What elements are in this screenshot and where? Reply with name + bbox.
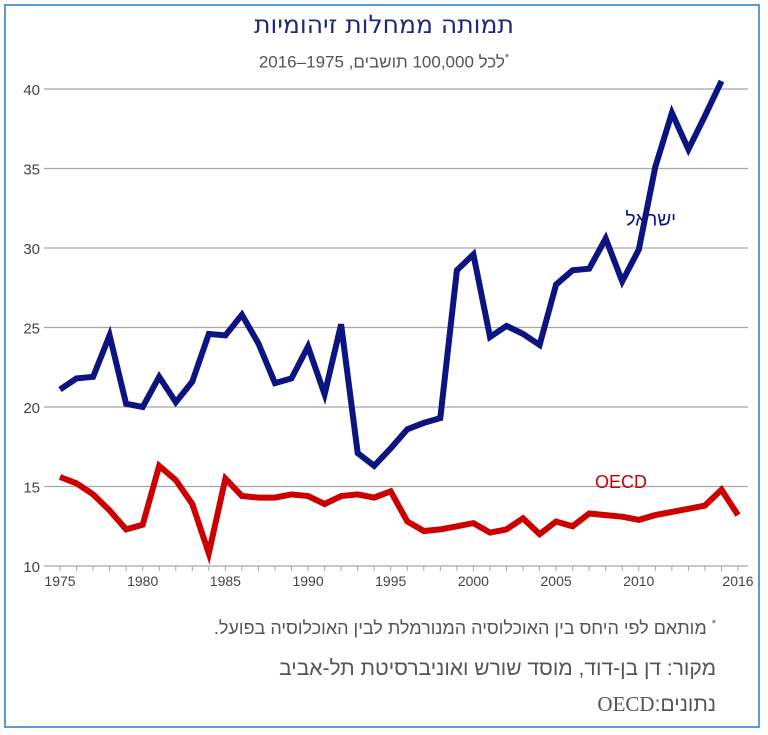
x-tick-label: 1980 [127,573,158,589]
x-tick-label: 1985 [210,573,241,589]
y-tick-label: 30 [23,241,40,258]
series-label-israel: ישראל [626,210,677,231]
data-label: נתונים: [654,693,716,716]
x-tick-label: 1995 [375,573,406,589]
x-tick-label: 2010 [623,573,654,589]
subtitle-footnote-mark: * [504,52,510,64]
x-tick-label: 2016 [722,573,753,589]
source-note: מקור: דן בן-דוד, מוסד שורש ואוניברסיטת ת… [279,657,716,680]
data-note: נתונים:OECD [597,692,716,717]
chart-frame [4,4,760,728]
footnote: * מותאם לפי היחס בין האוכלוסיה המנורמלת … [214,618,716,639]
x-tick-label: 2000 [458,573,489,589]
y-tick-label: 20 [23,400,40,417]
series-label-oecd: OECD [595,472,647,492]
subtitle-text: לכל 100,000 תושבים, 1975–2016 [258,52,505,72]
series-line [58,460,741,565]
y-tick-label: 15 [23,480,40,497]
chart-subtitle: *לכל 100,000 תושבים, 1975–2016 [0,52,768,73]
y-tick-label: 35 [23,162,40,179]
y-tick-label: 25 [23,321,40,338]
chart-title: תמותה ממחלות זיהומיות [254,10,514,39]
data-value: OECD [597,692,655,716]
y-tick-label: 10 [23,559,40,576]
series-line [58,79,725,470]
footnote-text: מותאם לפי היחס בין האוכלוסיה המנורמלת לב… [213,618,707,638]
footnote-mark: * [711,618,716,630]
x-tick-label: 1990 [292,573,323,589]
x-tick-label: 1975 [44,573,75,589]
y-tick-label: 40 [23,82,40,99]
x-tick-label: 2005 [541,573,572,589]
